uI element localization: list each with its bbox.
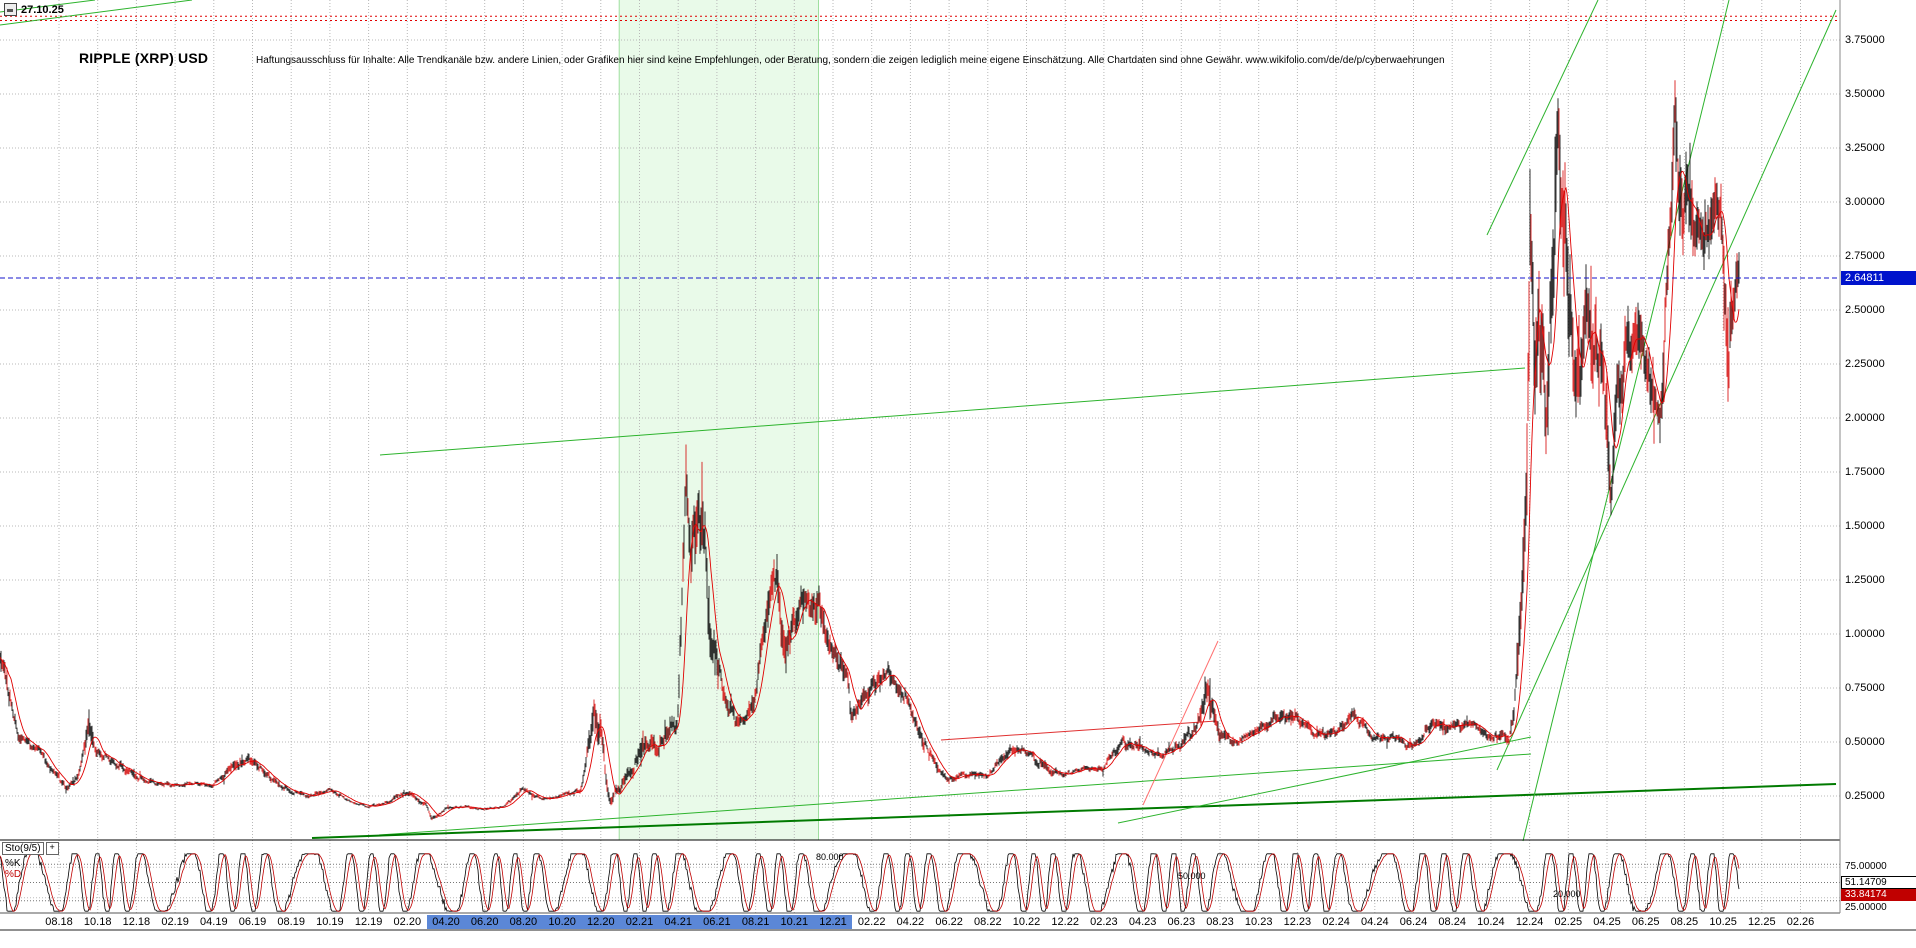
sto-level-label: 20.000 (1553, 888, 1581, 899)
price-axis-label: 0.25000 (1845, 790, 1885, 802)
price-axis-label: 1.00000 (1845, 628, 1885, 640)
date-axis-label-selected[interactable]: 10.21 (780, 916, 809, 928)
date-axis-label-selected[interactable]: 12.21 (819, 916, 847, 928)
price-axis-label: 1.50000 (1845, 520, 1885, 532)
date-axis-label[interactable]: 02.25 (1554, 916, 1583, 928)
k-value-tag: 51.14709 (1841, 876, 1916, 889)
d-value-tag: 33.84174 (1841, 889, 1916, 901)
date-axis-label[interactable]: 10.24 (1477, 916, 1505, 928)
date-axis-label[interactable]: 06.23 (1167, 916, 1196, 928)
last-date: 27.10.25 (4, 3, 64, 16)
date-axis-label[interactable]: 02.20 (393, 916, 422, 928)
trend-line (1142, 640, 1219, 806)
date-axis-label[interactable]: 12.18 (122, 916, 151, 928)
moving-average-line (0, 170, 1740, 817)
selected-date-range[interactable] (427, 915, 852, 929)
chart-tool-icon[interactable] (4, 3, 17, 16)
chart-title: RIPPLE (XRP) USD (79, 50, 209, 66)
date-axis-label-selected[interactable]: 06.21 (703, 916, 731, 928)
sto-d-line (0, 853, 1740, 912)
date-axis-label[interactable]: 04.22 (896, 916, 925, 928)
price-axis-label: 1.25000 (1845, 574, 1885, 586)
date-axis-label[interactable]: 04.25 (1593, 916, 1621, 928)
sto-level-label: 80.000 (816, 852, 844, 863)
price-axis-label: 2.25000 (1845, 358, 1885, 370)
date-axis-label[interactable]: 10.22 (1012, 916, 1041, 928)
trend-line (379, 367, 1526, 456)
expand-icon[interactable]: + (45, 842, 59, 855)
date-axis-label-selected[interactable]: 02.21 (625, 916, 654, 928)
sto-k-line (0, 852, 1740, 913)
price-axis-label: 3.00000 (1845, 196, 1885, 208)
date-axis-label[interactable]: 02.23 (1090, 916, 1118, 928)
highlight-band (619, 0, 819, 840)
candles-down (1, 80, 1738, 821)
price-axis-label: 2.50000 (1845, 304, 1885, 316)
date-axis-label-selected[interactable]: 04.20 (432, 916, 460, 928)
trend-line (1117, 736, 1532, 824)
price-axis-label: 2.00000 (1845, 412, 1885, 424)
date-axis-label-selected[interactable]: 08.21 (741, 916, 770, 928)
date-axis-label[interactable]: 08.24 (1438, 916, 1466, 928)
price-axis-label: 0.75000 (1845, 682, 1885, 694)
price-axis-label: 3.75000 (1845, 34, 1885, 46)
trend-line (311, 783, 1837, 839)
date-axis-label[interactable]: 06.19 (238, 916, 267, 928)
trend-line (940, 720, 1217, 741)
price-axis-label: 3.25000 (1845, 142, 1885, 154)
date-axis-label[interactable]: 06.24 (1399, 916, 1428, 928)
date-axis-label[interactable]: 02.26 (1786, 916, 1815, 928)
k-series-label: %K (5, 858, 21, 869)
current-price-tag: 2.64811 (1841, 271, 1916, 285)
date-axis-label[interactable]: 06.22 (935, 916, 963, 928)
date-axis-label[interactable]: 10.25 (1709, 916, 1737, 928)
date-axis-label[interactable]: 08.22 (974, 916, 1002, 928)
last-date-label: 27.10.25 (21, 3, 64, 16)
date-axis-label[interactable]: 04.24 (1361, 916, 1389, 928)
d-series-label: %D (5, 869, 22, 880)
date-axis-label[interactable]: 02.19 (161, 916, 189, 928)
date-axis-label-selected[interactable]: 04.21 (664, 916, 692, 928)
price-axis-label: 3.50000 (1845, 88, 1885, 100)
trend-line (1496, 9, 1837, 771)
sto-axis-label-25: 25.00000 (1845, 902, 1887, 913)
trend-line (1486, 0, 1599, 236)
date-axis-label[interactable]: 12.25 (1748, 916, 1776, 928)
date-axis-label-selected[interactable]: 12.20 (587, 916, 615, 928)
date-axis-label[interactable]: 08.25 (1670, 916, 1699, 928)
date-axis-label[interactable]: 06.25 (1631, 916, 1660, 928)
date-axis-label[interactable]: 10.18 (83, 916, 112, 928)
date-axis-label[interactable]: 02.24 (1322, 916, 1350, 928)
date-axis-label[interactable]: 12.19 (354, 916, 383, 928)
date-axis-label[interactable]: 08.18 (45, 916, 73, 928)
candles-up (0, 97, 1740, 820)
date-axis-label[interactable]: 12.23 (1283, 916, 1312, 928)
disclaimer-text: Haftungsausschluss für Inhalte: Alle Tre… (256, 55, 1445, 66)
date-axis-label[interactable]: 04.19 (200, 916, 228, 928)
stochastic-header: Sto(9/5) + (2, 842, 59, 855)
sto-axis-label-75: 75.00000 (1845, 861, 1887, 872)
price-axis-label: 1.75000 (1845, 466, 1885, 478)
date-axis-label[interactable]: 04.23 (1128, 916, 1157, 928)
trend-line (1522, 0, 1730, 842)
trend-line (378, 753, 1532, 836)
price-axis-label: 2.75000 (1845, 250, 1885, 262)
date-axis-label[interactable]: 08.19 (277, 916, 305, 928)
price-axis-label: 0.50000 (1845, 736, 1885, 748)
stochastic-label[interactable]: Sto(9/5) (2, 842, 44, 855)
date-axis-label[interactable]: 10.23 (1244, 916, 1273, 928)
date-axis-label[interactable]: 12.22 (1051, 916, 1079, 928)
sto-level-label: 50.000 (1178, 870, 1206, 881)
date-axis-label[interactable]: 02.22 (857, 916, 886, 928)
date-axis-label[interactable]: 08.23 (1206, 916, 1234, 928)
date-axis-label-selected[interactable]: 10.20 (548, 916, 576, 928)
date-axis-label-selected[interactable]: 06.20 (470, 916, 499, 928)
trend-line (0, 0, 193, 26)
date-axis-label[interactable]: 12.24 (1515, 916, 1544, 928)
date-axis-label[interactable]: 10.19 (316, 916, 344, 928)
date-axis-label-selected[interactable]: 08.20 (509, 916, 538, 928)
